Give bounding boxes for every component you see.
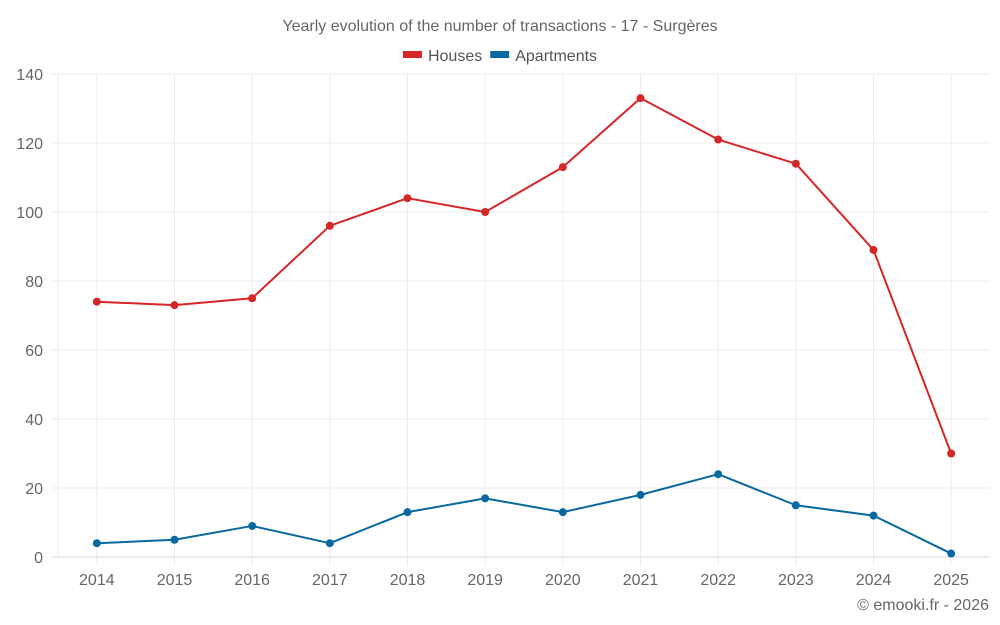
data-point[interactable]	[170, 535, 179, 544]
series-apartments	[92, 470, 956, 558]
legend-label: Houses	[428, 48, 482, 65]
data-point[interactable]	[325, 221, 334, 230]
data-point[interactable]	[481, 208, 490, 216]
chart-title: Yearly evolution of the number of transa…	[282, 18, 717, 35]
series-line	[96, 473, 952, 555]
x-tick-label: 2020	[545, 572, 581, 589]
data-point[interactable]	[248, 521, 257, 530]
y-tick-label: 60	[25, 343, 43, 360]
series-line	[96, 97, 953, 454]
data-point[interactable]	[636, 94, 645, 103]
data-point[interactable]	[558, 163, 567, 172]
series-group	[92, 94, 956, 558]
data-point[interactable]	[92, 539, 101, 548]
x-tick-label: 2025	[933, 572, 969, 589]
y-axis: 0 20 40 60 80 100 120 140	[16, 67, 43, 567]
x-tick-label: 2022	[700, 572, 736, 589]
data-point[interactable]	[947, 449, 956, 458]
data-point[interactable]	[325, 539, 334, 548]
legend-swatch[interactable]	[402, 51, 422, 58]
data-point[interactable]	[636, 490, 645, 499]
x-tick-label: 2021	[623, 572, 659, 589]
y-tick-label: 0	[34, 550, 43, 567]
y-tick-label: 100	[16, 205, 43, 222]
data-point[interactable]	[248, 294, 257, 303]
x-tick-label: 2019	[467, 572, 503, 589]
x-axis: 2014 2015 2016 2017 2018 2019 2020 2021 2022 2023…	[79, 572, 969, 589]
data-point[interactable]	[558, 508, 567, 517]
data-point[interactable]	[92, 297, 101, 306]
data-point[interactable]	[714, 470, 723, 479]
data-point[interactable]	[947, 549, 956, 558]
data-point[interactable]	[481, 494, 490, 503]
data-point[interactable]	[869, 511, 878, 520]
x-tick-label: 2018	[390, 572, 426, 589]
y-tick-label: 20	[25, 481, 43, 498]
legend-label: Apartments	[515, 48, 597, 65]
y-tick-label: 140	[16, 67, 43, 84]
credit-text: © emooki.fr - 2026	[857, 597, 989, 614]
y-tick-label: 80	[25, 274, 43, 291]
x-tick-label: 2024	[856, 572, 892, 589]
y-tick-label: 40	[25, 412, 43, 429]
x-tick-label: 2023	[778, 572, 814, 589]
data-point[interactable]	[170, 301, 179, 310]
legend: Houses Apartments	[402, 48, 597, 65]
x-tick-label: 2017	[312, 572, 348, 589]
x-tick-label: 2014	[79, 572, 115, 589]
x-tick-label: 2016	[234, 572, 270, 589]
data-point[interactable]	[714, 135, 723, 144]
legend-swatch[interactable]	[490, 51, 510, 58]
data-point[interactable]	[791, 501, 800, 510]
x-tick-label: 2015	[157, 572, 193, 589]
data-point[interactable]	[403, 508, 412, 517]
data-point[interactable]	[403, 194, 412, 203]
data-point[interactable]	[791, 159, 800, 168]
y-tick-label: 120	[16, 136, 43, 153]
series-houses	[92, 94, 956, 458]
grid	[52, 73, 990, 565]
data-point[interactable]	[869, 245, 878, 254]
